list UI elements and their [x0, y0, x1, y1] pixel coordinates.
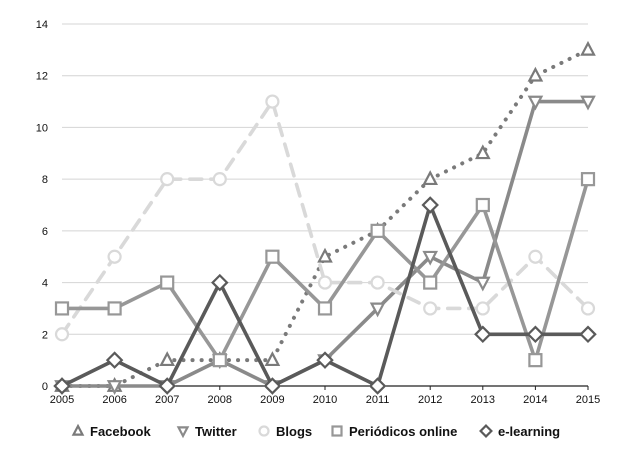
legend-item: Blogs: [258, 424, 312, 439]
y-tick-label: 4: [42, 278, 48, 290]
x-tick-label: 2014: [523, 394, 547, 406]
legend-item: Periódicos online: [331, 424, 457, 439]
data-point: [54, 301, 70, 316]
series-twitter: [54, 95, 596, 395]
data-point: [423, 301, 438, 316]
data-point: [423, 275, 438, 290]
x-tick-label: 2005: [50, 394, 74, 406]
data-point: [421, 196, 439, 214]
y-tick-label: 2: [42, 329, 48, 341]
legend-item: e-learning: [479, 424, 560, 439]
data-point: [368, 377, 387, 395]
data-point: [369, 302, 386, 318]
data-point: [263, 377, 282, 395]
x-tick-label: 2006: [102, 394, 126, 406]
legend-item: Twitter: [176, 424, 237, 439]
series-line: [60, 99, 590, 388]
data-point: [475, 301, 490, 316]
data-point: [474, 276, 491, 292]
data-point: [212, 353, 227, 368]
data-point: [159, 351, 176, 367]
data-point: [264, 351, 281, 367]
data-point: [474, 325, 492, 344]
grid: [62, 23, 588, 387]
data-point: [526, 325, 545, 344]
x-tick-label: 2010: [313, 394, 337, 406]
y-tick-label: 0: [42, 381, 48, 393]
data-point: [211, 273, 229, 292]
data-point: [265, 249, 280, 264]
legend-marker: [331, 425, 343, 437]
x-tick-label: 2007: [155, 394, 179, 406]
legend-label: Facebook: [90, 424, 151, 439]
data-point: [580, 40, 596, 56]
data-point: [316, 351, 334, 369]
data-point: [54, 327, 70, 342]
data-point: [370, 275, 385, 290]
data-point: [527, 95, 544, 111]
data-point: [580, 172, 596, 187]
data-point: [107, 301, 122, 316]
series-facebook: [54, 40, 596, 392]
x-tick-label: 2011: [366, 394, 390, 406]
data-point: [370, 223, 385, 238]
data-point: [528, 249, 543, 264]
legend-label: Twitter: [195, 424, 237, 439]
x-tick-label: 2015: [576, 394, 600, 406]
series-group: [53, 40, 597, 395]
y-tick-label: 6: [42, 226, 48, 238]
data-point: [317, 301, 333, 316]
data-point: [317, 247, 333, 263]
data-point: [580, 95, 596, 111]
x-tick-label: 2013: [471, 394, 495, 406]
data-point: [475, 197, 490, 213]
data-point: [422, 250, 439, 266]
legend-marker: [258, 425, 270, 437]
y-tick-label: 10: [36, 122, 48, 134]
data-point: [265, 94, 280, 109]
data-point: [160, 172, 175, 187]
data-point: [422, 170, 439, 186]
legend-marker: [176, 426, 190, 439]
legend: Facebook Twitter Blogs Periódicos online e-l…: [71, 423, 560, 439]
x-tick-label: 2008: [208, 394, 232, 406]
data-point: [317, 275, 333, 290]
data-point: [579, 325, 597, 344]
series-e-learning: [53, 196, 597, 395]
series-peri-dicos-online: [54, 172, 596, 368]
data-point: [527, 66, 544, 82]
y-tick-label: 12: [36, 71, 48, 83]
data-point: [107, 249, 122, 264]
legend-label: Periódicos online: [349, 424, 457, 439]
data-point: [160, 275, 175, 290]
legend-marker: [71, 423, 85, 436]
series-blogs: [54, 94, 596, 342]
data-point: [528, 353, 543, 368]
series-line: [60, 47, 590, 388]
legend-item: Facebook: [71, 423, 151, 439]
legend-label: e-learning: [498, 424, 560, 439]
x-tick-label: 2009: [260, 394, 284, 406]
data-point: [580, 301, 596, 316]
data-point: [53, 377, 71, 395]
legend-marker: [479, 424, 493, 438]
data-point: [105, 351, 124, 369]
data-point: [212, 172, 227, 187]
y-tick-label: 14: [36, 19, 48, 31]
series-line: [60, 99, 590, 337]
y-tick-label: 8: [42, 174, 48, 186]
legend-label: Blogs: [276, 424, 312, 439]
data-point: [106, 380, 123, 395]
data-point: [158, 377, 176, 395]
x-tick-label: 2012: [418, 394, 442, 406]
data-point: [474, 144, 491, 160]
axes: 0 2 4 6 8 10 12 14 2005 2006 2007 2008 2009 2010 2011 2…: [36, 19, 600, 406]
